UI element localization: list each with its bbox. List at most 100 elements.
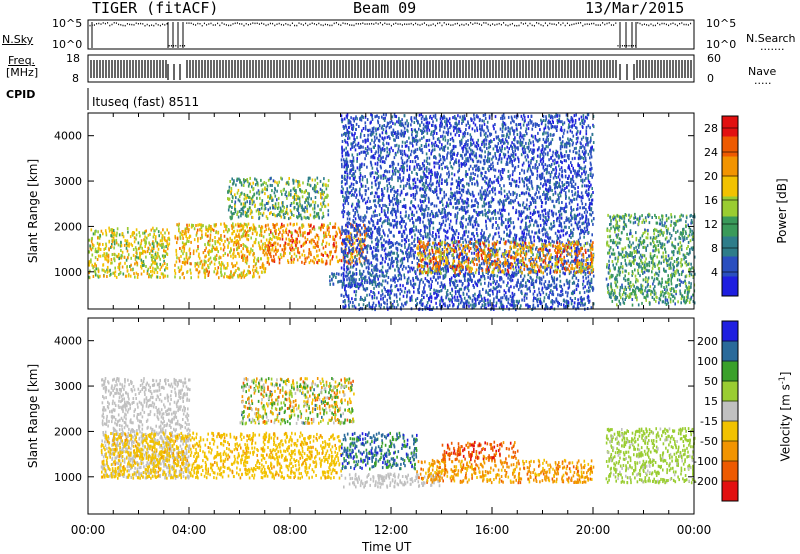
echo-cell: [426, 262, 429, 266]
echo-cell: [377, 150, 380, 154]
echo-cell: [252, 226, 255, 230]
echo-cell: [236, 261, 238, 265]
echo-cell: [252, 244, 254, 248]
echo-cell: [411, 241, 413, 245]
echo-cell: [524, 133, 526, 137]
echo-cell: [579, 232, 581, 236]
echo-cell: [189, 268, 192, 272]
echo-cell: [240, 250, 243, 254]
echo-cell: [567, 119, 570, 123]
echo-cell: [518, 213, 521, 217]
echo-cell: [95, 264, 97, 268]
echo-cell: [501, 262, 504, 266]
echo-cell: [564, 205, 567, 209]
echo-cell: [385, 240, 388, 244]
echo-cell: [510, 115, 513, 119]
echo-cell: [92, 275, 95, 278]
echo-cell: [121, 265, 124, 269]
echo-cell: [255, 262, 257, 266]
echo-cell: [236, 191, 239, 195]
echo-cell: [567, 238, 569, 242]
echo-cell: [334, 222, 337, 226]
echo-cell: [427, 126, 429, 130]
echo-cell: [180, 249, 183, 253]
echo-cell: [342, 256, 345, 260]
echo-cell: [503, 230, 505, 234]
echo-cell: [504, 141, 506, 145]
echo-cell: [318, 215, 320, 219]
echo-cell: [307, 200, 309, 204]
echo-cell: [91, 253, 94, 257]
echo-cell: [189, 252, 192, 255]
echo-cell: [396, 220, 399, 224]
echo-cell: [420, 271, 422, 275]
echo-cell: [585, 159, 587, 162]
echo-cell: [429, 277, 432, 281]
echo-cell: [123, 255, 126, 259]
echo-cell: [280, 224, 283, 228]
echo-cell: [427, 143, 430, 147]
echo-cell: [447, 197, 450, 201]
echo-cell: [269, 252, 271, 256]
echo-cell: [91, 236, 93, 240]
echo-cell: [513, 238, 515, 242]
echo-cell: [393, 197, 396, 201]
echo-cell: [487, 193, 489, 197]
echo-cell: [165, 245, 167, 249]
echo-cell: [186, 237, 189, 241]
echo-cell: [356, 202, 358, 206]
echo-cell: [111, 261, 113, 265]
echo-cell: [316, 260, 318, 264]
echo-cell: [181, 272, 184, 276]
echo-cell: [462, 268, 464, 271]
echo-cell: [243, 230, 245, 234]
echo-cell: [240, 212, 242, 216]
echo-cell: [446, 156, 448, 160]
echo-cell: [573, 215, 576, 219]
echo-cell: [401, 153, 404, 157]
echo-cell: [358, 278, 361, 281]
echo-cell: [515, 308, 517, 312]
echo-cell: [436, 289, 439, 293]
echo-cell: [239, 180, 241, 184]
echo-cell: [422, 220, 424, 224]
echo-cell: [108, 248, 110, 252]
echo-cell: [469, 278, 471, 282]
echo-cell: [90, 248, 93, 252]
echo-cell: [388, 296, 391, 300]
echo-cell: [124, 261, 126, 265]
echo-cell: [409, 251, 412, 255]
echo-cell: [360, 262, 362, 266]
echo-cell: [210, 225, 212, 228]
echo-cell: [422, 302, 424, 306]
echo-cell: [228, 275, 230, 279]
echo-cell: [139, 254, 141, 258]
echo-cell: [158, 242, 160, 246]
echo-cell: [367, 229, 369, 233]
echo-cell: [422, 200, 425, 204]
echo-cell: [264, 224, 267, 228]
echo-cell: [495, 286, 498, 289]
echo-cell: [273, 212, 275, 216]
echo-cell: [219, 262, 221, 266]
echo-cell: [278, 261, 281, 265]
echo-cell: [291, 240, 294, 244]
echo-cell: [322, 214, 325, 218]
echo-cell: [314, 187, 317, 191]
echo-cell: [324, 262, 327, 266]
echo-cell: [349, 252, 352, 255]
echo-cell: [446, 153, 448, 157]
echo-cell: [201, 263, 204, 267]
echo-cell: [346, 212, 348, 216]
echo-cell: [368, 276, 370, 280]
echo-cell: [143, 249, 145, 253]
echo-cell: [394, 131, 397, 134]
echo-cell: [90, 258, 92, 262]
echo-cell: [460, 236, 462, 240]
echo-cell: [139, 245, 142, 249]
echo-cell: [411, 119, 413, 123]
echo-cell: [126, 244, 128, 247]
echo-cell: [278, 257, 281, 261]
echo-cell: [457, 127, 460, 131]
echo-cell: [570, 161, 572, 165]
